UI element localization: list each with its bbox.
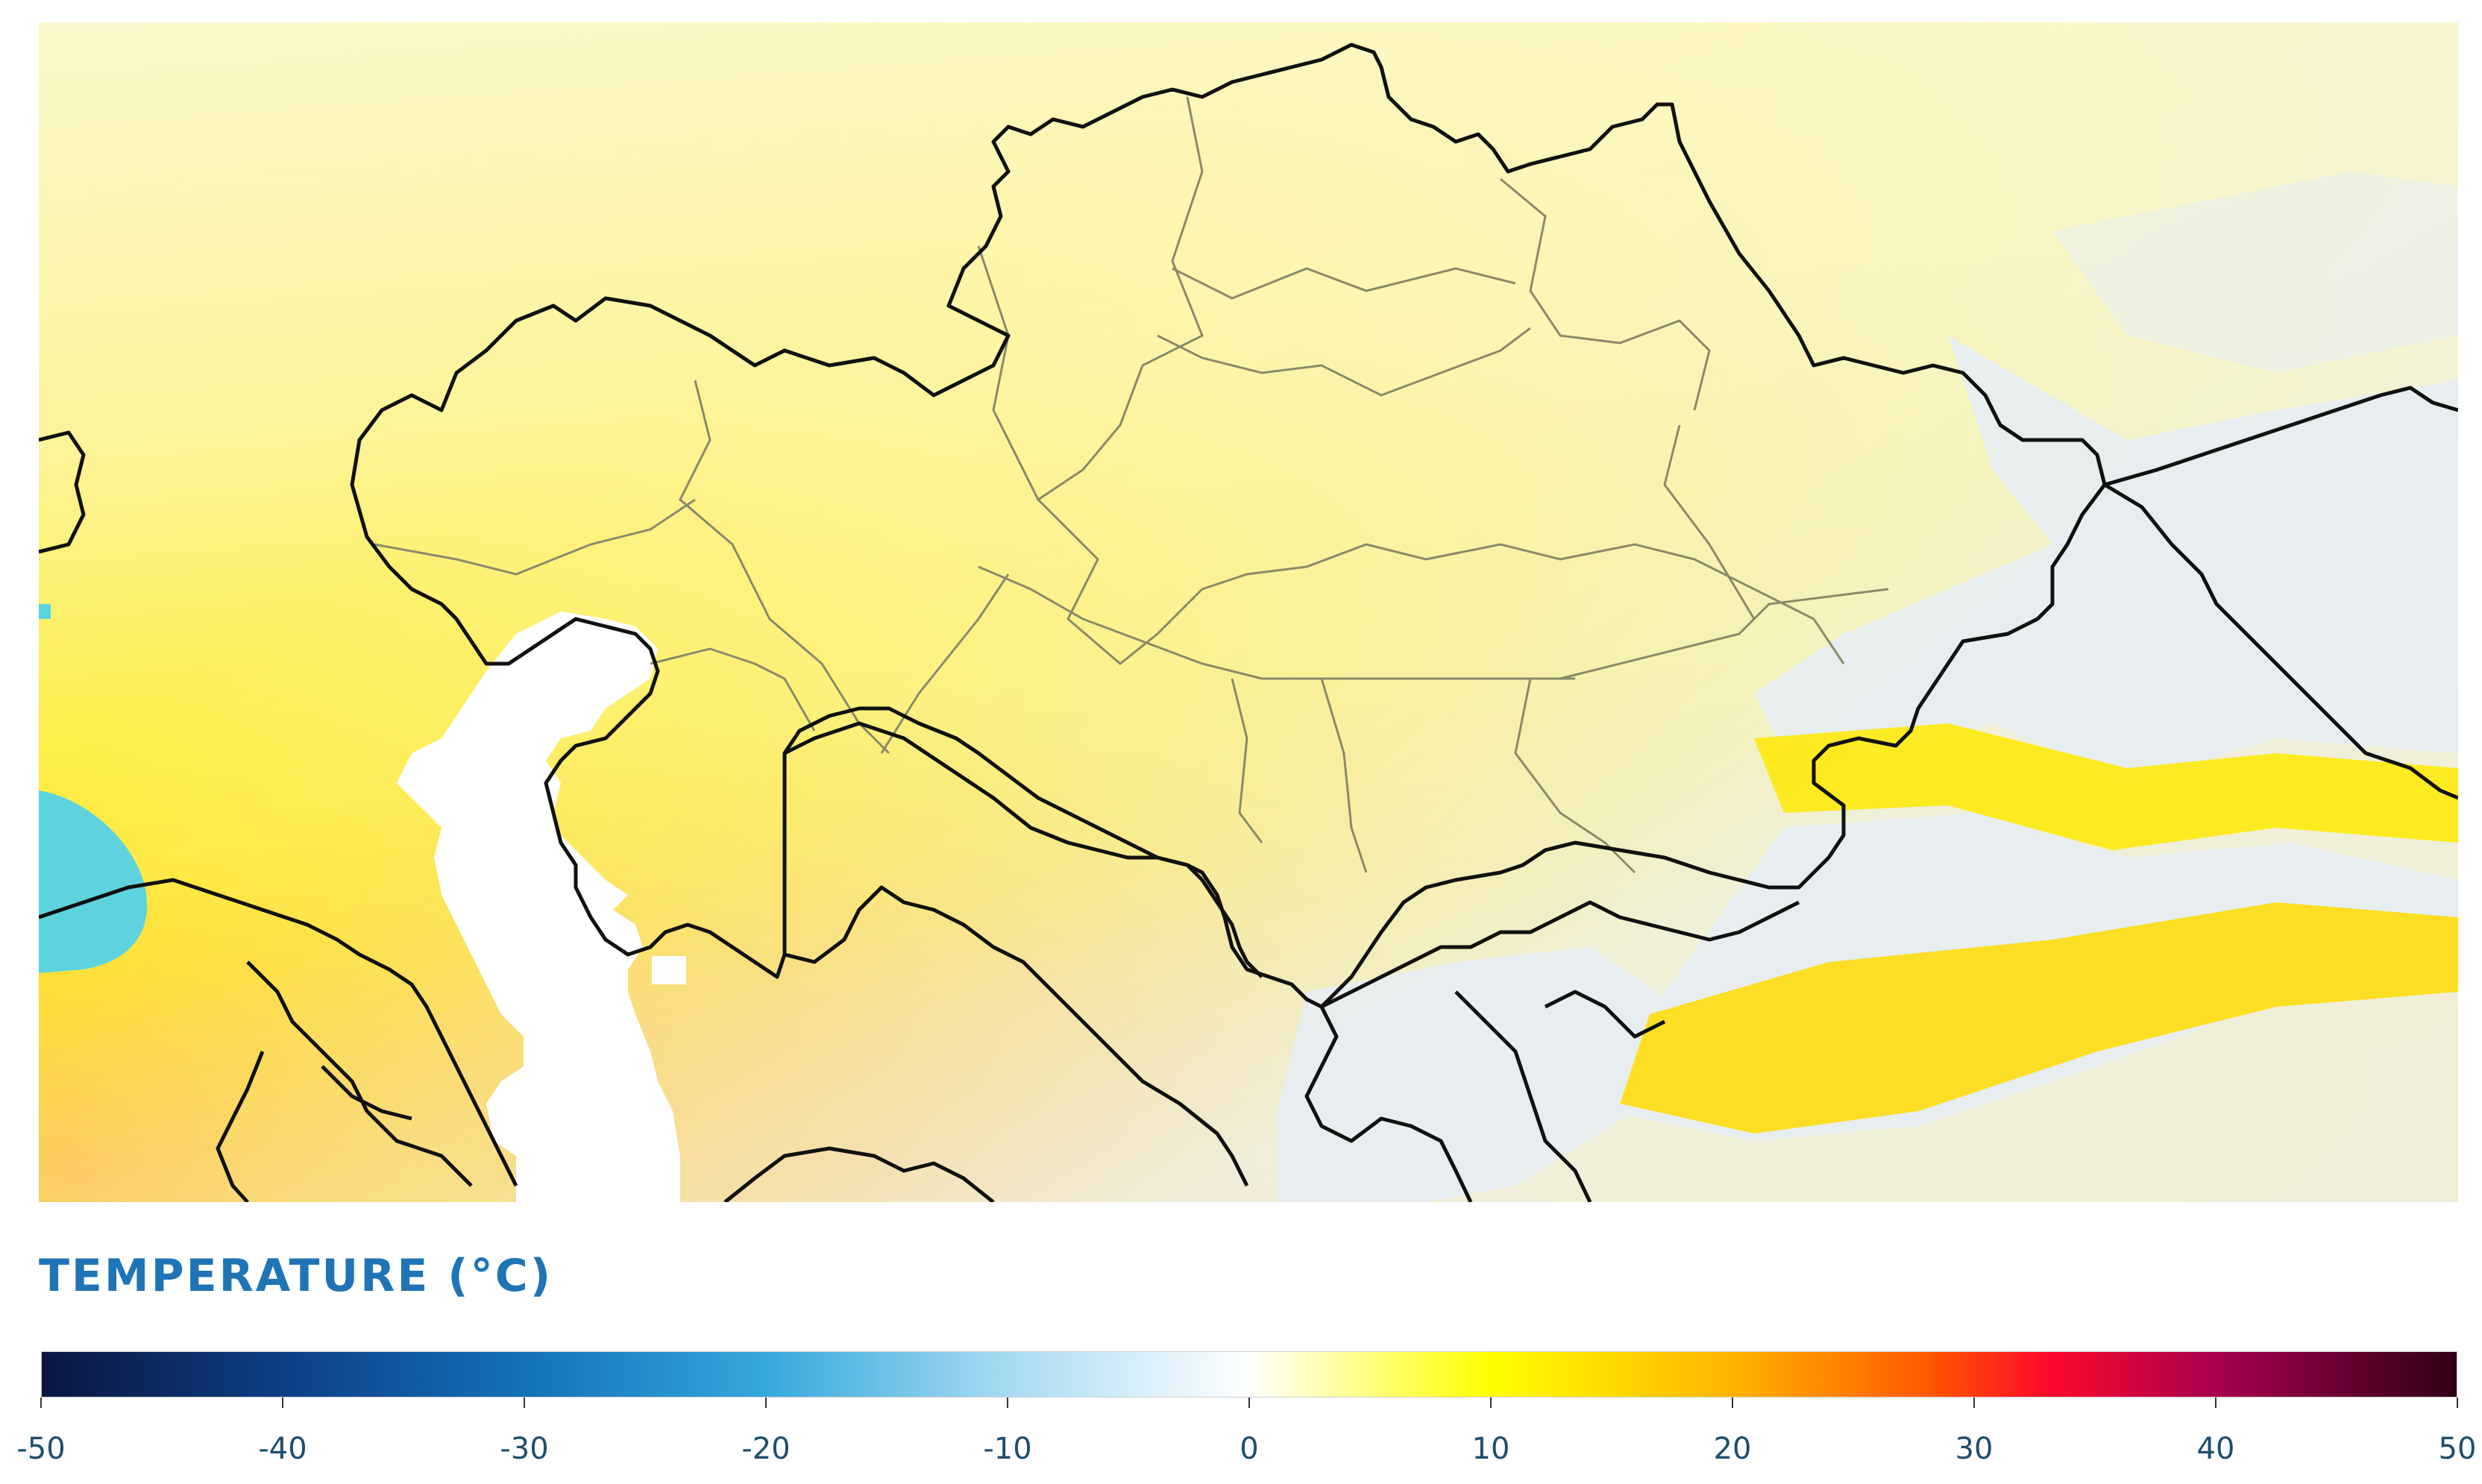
china-mongolia-border — [2103, 482, 2458, 800]
colorbar-ticks: -50 -40 -30 -20 -10 0 10 20 30 40 50 — [0, 1397, 2482, 1484]
colorbar-tick-label: 40 — [2196, 1432, 2235, 1466]
kazakhstan-border — [350, 43, 2107, 1009]
colorbar-tick-label: -30 — [500, 1432, 549, 1466]
caspian-sea — [397, 611, 680, 1202]
colorbar-tick-mark — [524, 1397, 525, 1408]
colorbar-tick-label: -20 — [741, 1432, 791, 1466]
turkmenistan-border — [784, 885, 1249, 1187]
caucasus-borders — [39, 878, 518, 1187]
ukraine-russia-border — [39, 430, 86, 554]
tajikistan-border — [1304, 1005, 1473, 1202]
colorbar-tick-mark — [1490, 1397, 1492, 1408]
kyrgyzstan-border — [1320, 900, 1800, 1009]
country-borders — [39, 43, 2458, 1202]
temperature-map — [39, 22, 2458, 1202]
colorbar-tick-label: 10 — [1471, 1432, 1510, 1466]
small-lake — [39, 604, 51, 619]
colorbar-tick-mark — [1248, 1397, 1250, 1408]
colorbar-tick-mark — [2457, 1397, 2458, 1408]
uzbekistan-border — [783, 721, 1263, 978]
colorbar-tick-label: 0 — [1240, 1432, 1259, 1466]
kara-bogaz-gol — [652, 956, 686, 984]
colorbar-tick-mark — [2215, 1397, 2216, 1408]
colorbar-tick-mark — [1973, 1397, 1975, 1408]
colorbar-tick-label: 20 — [1713, 1432, 1752, 1466]
temperature-colorbar — [41, 1351, 2457, 1397]
region-borders — [374, 96, 1889, 874]
colorbar-tick-mark — [282, 1397, 283, 1408]
afghanistan-border — [723, 1146, 995, 1202]
colorbar-tick-mark — [1732, 1397, 1733, 1408]
legend-title: TEMPERATURE (°C) — [39, 1250, 553, 1302]
map-canvas — [39, 22, 2458, 1202]
colorbar-tick-label: -10 — [983, 1432, 1032, 1466]
colorbar-tick-mark — [40, 1397, 42, 1408]
colorbar-tick-label: -40 — [258, 1432, 307, 1466]
colorbar-tick-label: 30 — [1955, 1432, 1994, 1466]
colorbar-tick-mark — [765, 1397, 767, 1408]
black-sea — [39, 790, 148, 973]
colorbar-tick-mark — [1007, 1397, 1008, 1408]
warm-basins — [1620, 723, 2458, 1134]
colorbar-tick-label: -50 — [16, 1432, 66, 1466]
colorbar-tick-label: 50 — [2438, 1432, 2477, 1466]
